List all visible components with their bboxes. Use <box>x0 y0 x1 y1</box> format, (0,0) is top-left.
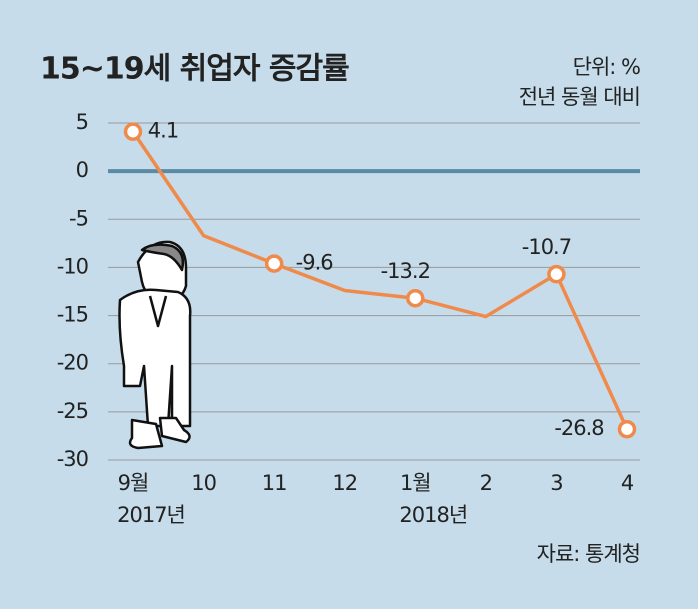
y-tick-label: -30 <box>57 447 88 471</box>
x-tick-label: 4 <box>621 471 634 495</box>
data-label: -26.8 <box>554 416 603 440</box>
x-tick-label: 3 <box>550 471 562 495</box>
y-tick-label: 0 <box>76 158 88 182</box>
point <box>617 419 637 439</box>
x-tick-label: 12 <box>332 471 357 495</box>
unit-label: 단위: % <box>573 55 640 79</box>
y-tick-label: 5 <box>76 110 88 134</box>
point <box>264 254 284 273</box>
y-tick-label: -15 <box>57 303 88 327</box>
x-tick-label: 2 <box>480 471 492 495</box>
data-label: -10.7 <box>522 235 571 259</box>
source: 자료: 통계청 <box>537 542 640 566</box>
x-year-label: 2018년 <box>399 503 467 527</box>
data-label: -13.2 <box>381 259 430 283</box>
data-label: 4.1 <box>148 119 178 143</box>
y-tick-label: -5 <box>69 206 88 230</box>
x-tick-label: 9월 <box>118 471 149 495</box>
point <box>547 264 566 284</box>
x-tick-label: 10 <box>191 471 216 495</box>
y-tick-label: -25 <box>57 399 88 423</box>
point <box>406 288 425 308</box>
y-tick-label: -10 <box>57 254 88 278</box>
line <box>131 130 629 430</box>
point <box>123 122 143 141</box>
y-tick-label: -20 <box>57 351 88 375</box>
chart-title: 15~19세 취업자 증감률 <box>40 52 349 87</box>
marks: 4.1 -9.6 -13.2 -10.7 -26.8 <box>123 119 637 440</box>
data-label: -9.6 <box>296 251 334 275</box>
x-year-label: 2017년 <box>117 503 185 527</box>
x-tick-label: 11 <box>262 471 287 495</box>
x-tick-label: 1월 <box>400 471 431 495</box>
person-illustration <box>118 240 192 450</box>
subtitle: 전년 동월 대비 <box>519 85 640 109</box>
grid <box>108 122 640 461</box>
